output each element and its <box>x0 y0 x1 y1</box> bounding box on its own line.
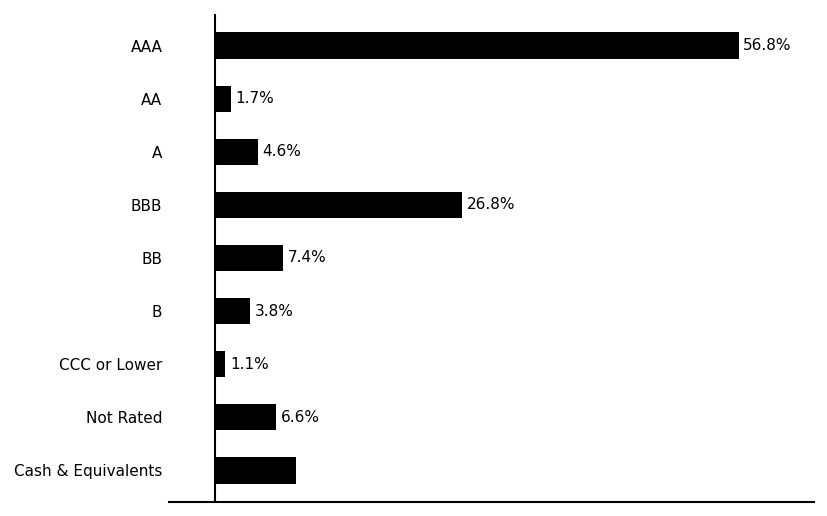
Text: 4.6%: 4.6% <box>262 144 301 159</box>
Text: 7.4%: 7.4% <box>288 250 327 266</box>
Text: (8.8%): (8.8%) <box>218 463 268 478</box>
Bar <box>215 191 461 218</box>
Text: 26.8%: 26.8% <box>466 198 514 213</box>
Bar <box>215 404 275 430</box>
Text: 3.8%: 3.8% <box>255 303 294 318</box>
Bar <box>215 351 225 377</box>
Text: 56.8%: 56.8% <box>743 38 791 53</box>
Text: 1.1%: 1.1% <box>230 357 269 372</box>
Bar <box>215 33 738 59</box>
Bar <box>215 139 257 165</box>
Text: 1.7%: 1.7% <box>235 91 274 106</box>
Bar <box>215 457 296 483</box>
Bar <box>215 298 250 325</box>
Text: 6.6%: 6.6% <box>280 410 319 425</box>
Bar <box>215 245 283 271</box>
Bar <box>215 86 231 112</box>
